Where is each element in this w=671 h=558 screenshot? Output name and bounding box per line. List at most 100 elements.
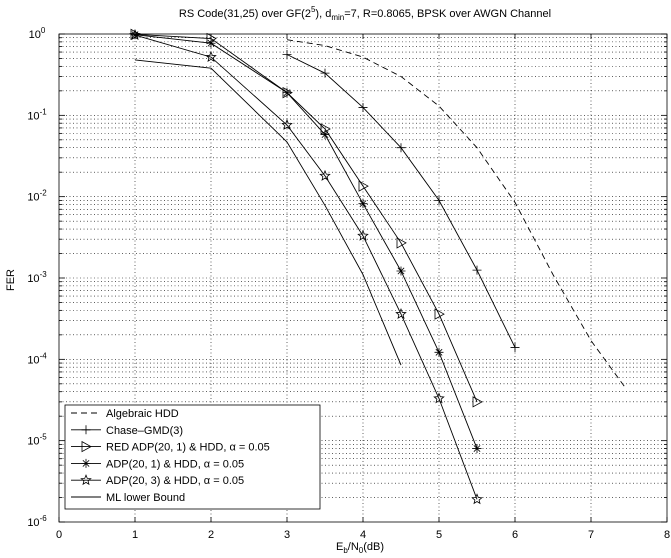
legend-item: Algebraic HDD (71, 408, 179, 420)
star-marker (433, 392, 445, 404)
triangle-marker (81, 440, 92, 453)
star-marker (281, 118, 293, 130)
asterisk-marker (282, 88, 292, 98)
y-tick-label: 10-5 (27, 433, 47, 448)
legend-item: RED ADP(20, 1) & HDD, α = 0.05 (71, 440, 270, 454)
star-marker (357, 229, 369, 241)
series-line (286, 39, 626, 388)
x-tick-label: 6 (512, 529, 518, 541)
asterisk-marker (130, 30, 140, 40)
star-marker (395, 308, 407, 319)
y-axis-title: FER (5, 269, 17, 291)
title-prefix: RS Code(31,25) over GF(2 (179, 8, 311, 20)
triangle-marker (396, 237, 407, 249)
y-tick-base: 10 (27, 273, 39, 285)
series-1 (286, 39, 626, 388)
legend-box (64, 404, 321, 510)
triangle-marker (358, 180, 369, 192)
title-sup: 5 (311, 5, 316, 14)
xlabel-mid: /N (348, 541, 359, 553)
y-tick-base: 10 (29, 29, 41, 41)
legend-label: Chase–GMD(3) (106, 425, 183, 437)
asterisk-marker (358, 199, 368, 209)
x-axis-title: Eb/N0(dB) (336, 541, 384, 555)
y-tick-base: 10 (27, 436, 39, 448)
x-tick-label: 2 (208, 529, 214, 541)
y-tick-label: 10-3 (27, 270, 47, 285)
y-tick-base: 10 (27, 192, 39, 204)
xlabel-sub2: 0 (359, 546, 364, 555)
series-6 (134, 59, 402, 366)
x-tick-label: 4 (360, 529, 366, 541)
y-tick-base: 10 (27, 110, 39, 122)
x-tick-label: 8 (664, 529, 670, 541)
plus-marker (396, 143, 406, 153)
legend-item: ML lower Bound (71, 492, 185, 504)
x-tick-label: 5 (436, 529, 442, 541)
star-marker (129, 29, 141, 40)
legend-item: ADP(20, 1) & HDD, α = 0.05 (71, 458, 244, 470)
x-tick-label: 7 (588, 529, 594, 541)
asterisk-marker (206, 38, 216, 48)
legend-label: ML lower Bound (106, 492, 185, 504)
x-tick-label: 1 (132, 529, 138, 541)
plus-marker (358, 102, 368, 112)
asterisk-marker (396, 266, 406, 276)
y-tick-exponent: -4 (40, 351, 48, 360)
xlabel-suffix: (dB) (363, 541, 384, 553)
triangle-marker (434, 308, 445, 320)
y-tick-exponent: -1 (40, 107, 48, 116)
plus-marker (472, 265, 482, 275)
star-marker (205, 51, 217, 63)
series-line (134, 59, 402, 366)
plus-marker (510, 342, 520, 352)
legend-label: RED ADP(20, 1) & HDD, α = 0.05 (106, 442, 270, 454)
legend-label: Algebraic HDD (106, 408, 179, 420)
y-tick-label: 100 (29, 26, 46, 41)
plus-marker (81, 425, 91, 435)
series-2 (282, 49, 520, 352)
series-3 (130, 28, 483, 408)
star-marker (471, 493, 483, 505)
xlabel-main: E (336, 541, 343, 553)
series-line (286, 54, 516, 348)
title-mid: ), d (315, 8, 331, 20)
plot-series (129, 28, 626, 505)
y-tick-base: 10 (27, 354, 39, 366)
y-tick-exponent: -6 (40, 514, 48, 523)
plus-marker (434, 195, 444, 205)
triangle-marker (472, 396, 483, 408)
plus-marker (320, 68, 330, 78)
legend-label: ADP(20, 3) & HDD, α = 0.05 (106, 475, 244, 487)
series-5 (129, 29, 483, 505)
asterisk-marker (472, 444, 482, 454)
legend-label: ADP(20, 1) & HDD, α = 0.05 (106, 458, 244, 470)
y-tick-label: 10-4 (27, 351, 47, 366)
y-tick-exponent: -3 (40, 270, 48, 279)
legend-item: ADP(20, 3) & HDD, α = 0.05 (71, 474, 244, 487)
legend: Algebraic HDD Chase–GMD(3) RED ADP(20, 1) … (64, 404, 321, 510)
plot-frame (58, 33, 668, 523)
star-marker (80, 474, 92, 486)
y-tick-label: 10-2 (27, 189, 47, 204)
triangle-marker (206, 32, 217, 45)
y-tick-label: 10-6 (27, 514, 47, 529)
asterisk-marker (81, 458, 91, 468)
x-tick-label: 0 (56, 529, 62, 541)
series-line (134, 34, 478, 500)
series-line (134, 34, 478, 449)
series-line (134, 33, 478, 403)
y-tick-exponent: -5 (40, 433, 48, 442)
chart-title: RS Code(31,25) over GF(25), dmin=7, R=0.… (179, 5, 551, 22)
asterisk-marker (320, 130, 330, 140)
title-sub: min (331, 13, 344, 22)
x-tick-label: 3 (284, 529, 290, 541)
plus-marker (282, 49, 292, 59)
y-tick-exponent: 0 (41, 26, 46, 35)
xlabel-sub1: b (343, 546, 348, 555)
series-4 (130, 30, 482, 454)
star-marker (319, 169, 331, 181)
triangle-marker (320, 123, 331, 135)
